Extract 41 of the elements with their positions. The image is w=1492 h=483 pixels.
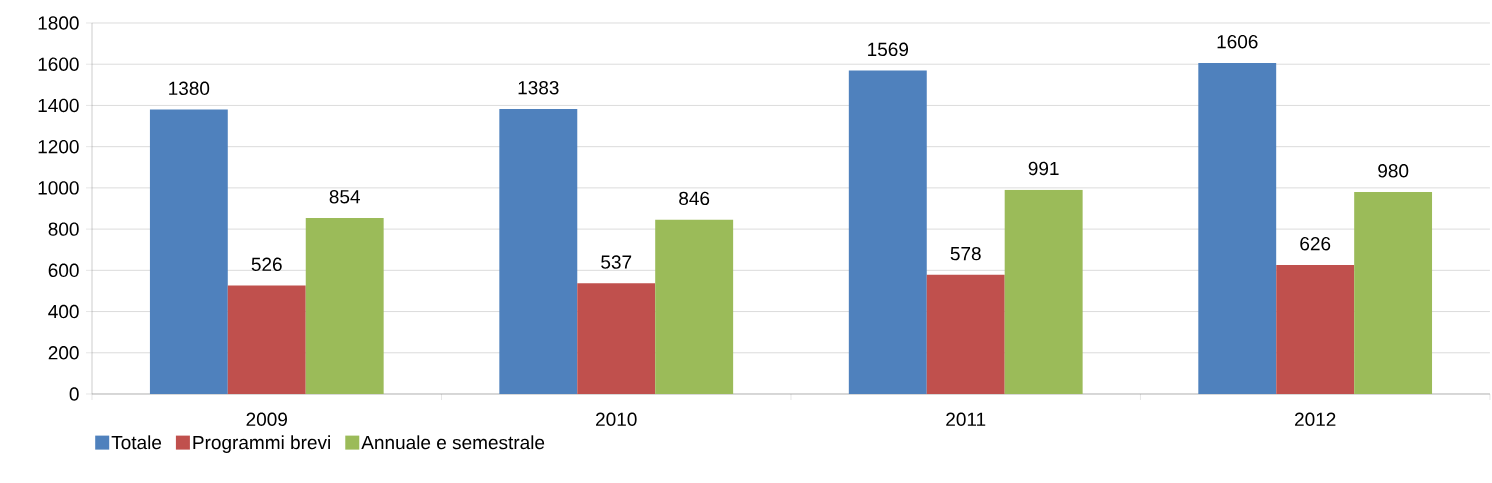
y-tick-label: 0: [69, 387, 79, 401]
bar: [1276, 264, 1355, 394]
data-label: 1383: [518, 80, 559, 95]
data-label: 846: [679, 191, 710, 206]
data-label: 537: [601, 255, 632, 269]
legend-label: Annuale e semestrale: [361, 435, 545, 450]
data-label: 991: [1028, 161, 1059, 176]
y-tick-label: 1600: [38, 57, 79, 71]
bar: [1004, 189, 1083, 394]
y-tick-label: 600: [48, 263, 79, 278]
data-label: 1380: [169, 81, 210, 96]
bar: [655, 219, 734, 394]
x-tick-label: 2009: [246, 412, 287, 426]
bar: [227, 285, 306, 394]
bar: [149, 109, 228, 394]
bar: [499, 108, 578, 394]
data-label: 526: [251, 257, 282, 272]
bar: [577, 283, 656, 394]
y-tick-label: 800: [48, 222, 79, 236]
data-label: 1569: [868, 42, 909, 57]
data-label: 854: [329, 189, 360, 204]
y-tick-label: 1400: [38, 98, 79, 113]
data-label: 578: [950, 246, 981, 261]
data-label: 626: [1300, 236, 1331, 251]
bar: [848, 70, 927, 394]
bar: [305, 217, 384, 394]
data-label: 980: [1378, 164, 1409, 178]
x-tick-label: 2011: [946, 412, 986, 426]
legend-label: Programmi brevi: [193, 435, 330, 454]
bar: [1354, 192, 1433, 394]
y-tick-label: 1800: [38, 16, 79, 30]
y-tick-label: 1000: [38, 181, 79, 195]
y-tick-label: 400: [48, 304, 79, 319]
data-label: 1606: [1217, 35, 1258, 49]
bar: [926, 274, 1005, 394]
x-tick-label: 2012: [1295, 412, 1336, 426]
y-tick-label: 200: [48, 346, 79, 360]
legend-label: Totale: [111, 435, 162, 450]
x-tick-label: 2010: [596, 412, 637, 426]
bar: [1198, 62, 1277, 394]
y-tick-label: 1200: [38, 139, 79, 154]
